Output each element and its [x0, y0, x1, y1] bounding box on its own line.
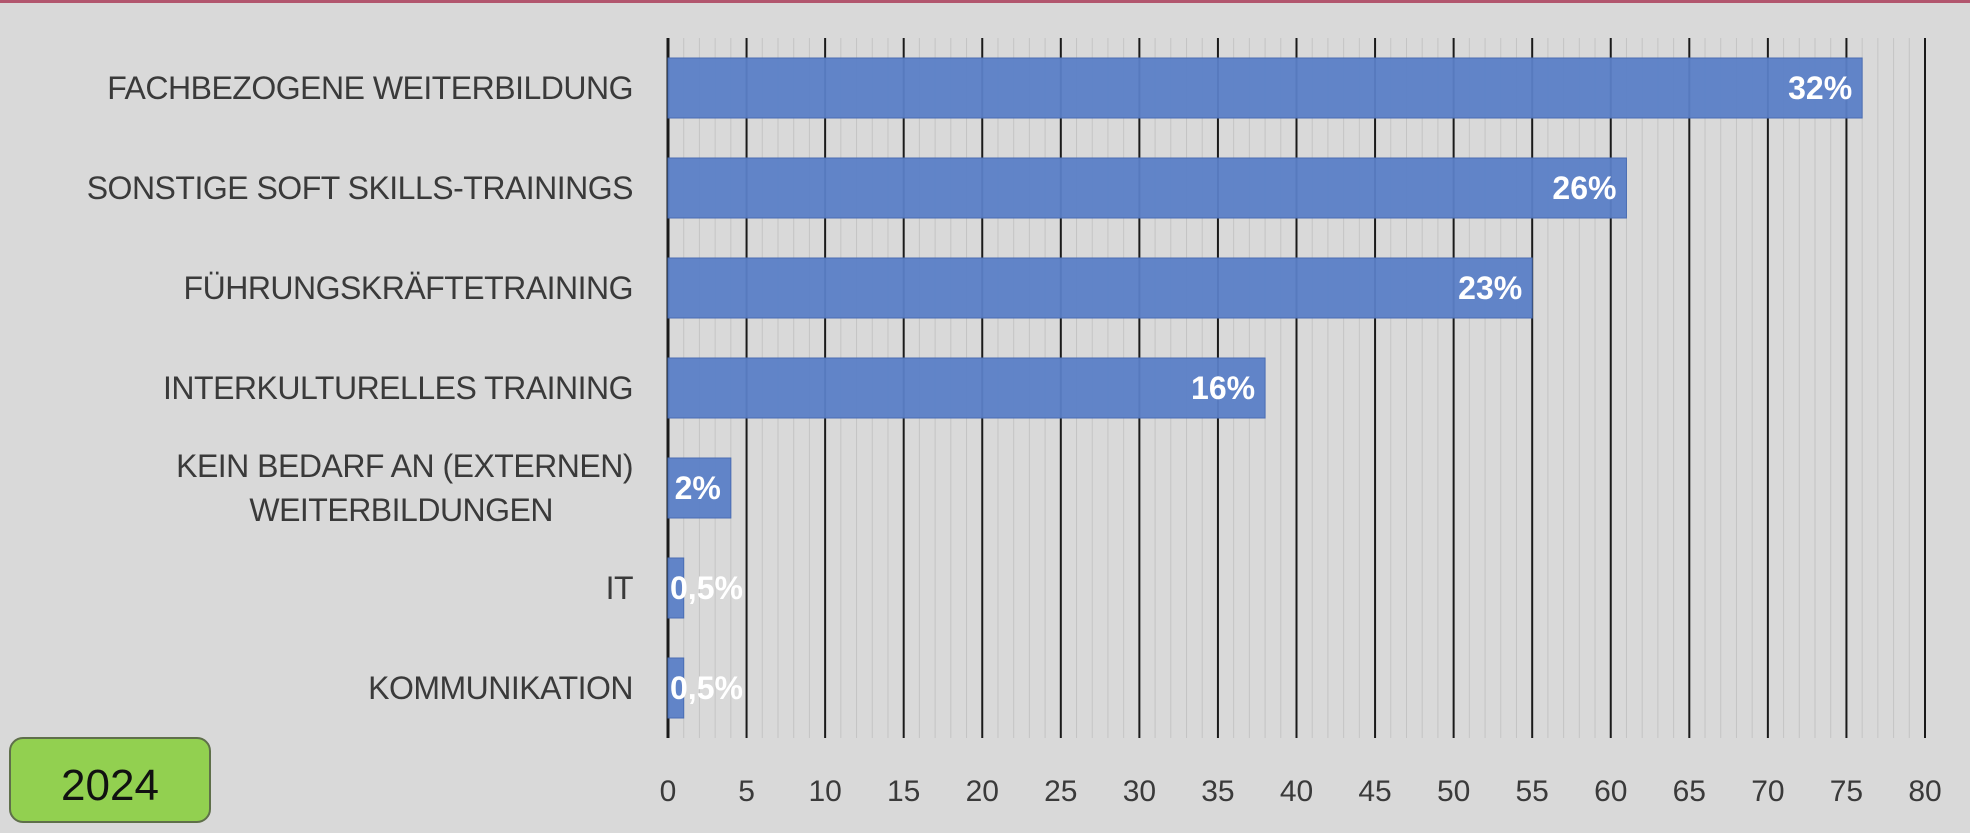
category-label: SONSTIGE SOFT SKILLS-TRAININGS [86, 166, 634, 210]
x-tick-label: 65 [1673, 775, 1706, 808]
bar [667, 257, 1533, 319]
year-badge: 2024 [9, 737, 211, 823]
bar [667, 157, 1627, 219]
category-label: KEIN BEDARF AN (EXTERNEN) WEITERBILDUNGEN [176, 444, 633, 532]
x-tick-label: 40 [1280, 775, 1313, 808]
x-tick-label: 45 [1358, 775, 1391, 808]
bar [667, 457, 732, 519]
category-label-line: WEITERBILDUNGEN [249, 492, 553, 528]
category-label-line: IT [605, 570, 634, 606]
category-label-line: INTERKULTURELLES TRAINING [163, 370, 633, 406]
x-tick-label: 10 [808, 775, 841, 808]
category-label: INTERKULTURELLES TRAINING [163, 366, 633, 410]
x-tick-label: 75 [1830, 775, 1863, 808]
x-tick-label: 35 [1201, 775, 1234, 808]
data-label: 2% [675, 470, 721, 506]
bar-chart: 32% 26% 23% 16% 2% 0,5% 0,5% 0 5 10 15 20 25 30 35 40 45… [660, 38, 1942, 808]
x-tick-label: 50 [1437, 775, 1470, 808]
category-label: FÜHRUNGSKRÄFTETRAINING [183, 266, 634, 310]
bar [667, 57, 1863, 119]
data-label: 0,5% [670, 670, 743, 706]
category-label-line: FACHBEZOGENE WEITERBILDUNG [107, 70, 633, 106]
x-tick-label: 20 [966, 775, 999, 808]
category-label: FACHBEZOGENE WEITERBILDUNG [107, 66, 633, 110]
x-tick-label: 60 [1594, 775, 1627, 808]
x-tick-label: 55 [1516, 775, 1549, 808]
data-label: 26% [1552, 170, 1616, 206]
category-label-line: SONSTIGE SOFT SKILLS-TRAININGS [86, 170, 634, 206]
category-label-line: KEIN BEDARF AN (EXTERNEN) [176, 448, 633, 484]
x-tick-label: 25 [1044, 775, 1077, 808]
x-tick-label: 80 [1908, 775, 1941, 808]
x-tick-label: 30 [1123, 775, 1156, 808]
category-label-line: FÜHRUNGSKRÄFTETRAINING [183, 270, 634, 306]
x-tick-label: 70 [1751, 775, 1784, 808]
bar [667, 657, 685, 719]
data-label: 0,5% [670, 570, 743, 606]
data-label: 32% [1788, 70, 1852, 106]
x-tick-label: 15 [887, 775, 920, 808]
x-tick-label: 5 [738, 775, 755, 808]
data-label: 23% [1458, 270, 1522, 306]
category-label: KOMMUNIKATION [368, 666, 633, 710]
category-label: IT [605, 566, 634, 610]
bar [667, 357, 1266, 419]
data-label: 16% [1191, 370, 1255, 406]
category-label-line: KOMMUNIKATION [368, 670, 633, 706]
bar [667, 557, 685, 619]
x-tick-label: 0 [660, 775, 677, 808]
